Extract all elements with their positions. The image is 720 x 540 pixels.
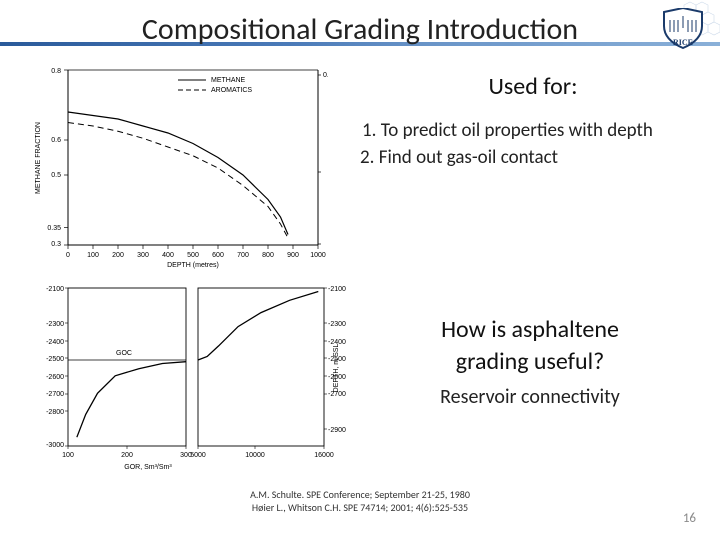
citation-1: A.M. Schulte. SPE Conference; September …	[0, 488, 720, 501]
svg-text:10000: 10000	[245, 452, 265, 459]
svg-text:0.01: 0.01	[323, 72, 328, 79]
asphaltene-body: Reservoir connectivity	[370, 385, 690, 409]
svg-text:0.35: 0.35	[47, 225, 61, 232]
svg-text:700: 700	[237, 252, 249, 259]
svg-text:0.5: 0.5	[51, 172, 61, 179]
svg-text:-2700: -2700	[46, 391, 64, 398]
asphaltene-block: How is asphaltene grading useful? Reserv…	[370, 312, 690, 409]
svg-text:300: 300	[137, 252, 149, 259]
gor-depth-chart: -2100 -2300 -2400 -2500 -2600 -2700 -280…	[28, 278, 354, 474]
svg-text:METHANE: METHANE	[211, 77, 246, 84]
svg-text:-2900: -2900	[328, 427, 346, 434]
content: 0 100 200 300 400 500 600 700 800 900 1000 DEPT…	[0, 60, 720, 480]
svg-text:5000: 5000	[190, 452, 206, 459]
svg-text:1000: 1000	[310, 252, 326, 259]
used-for-block: Used for: 1. To predict oil properties w…	[360, 72, 706, 171]
svg-text:-2400: -2400	[46, 339, 64, 346]
svg-text:-2100: -2100	[46, 286, 64, 293]
svg-text:-2500: -2500	[46, 356, 64, 363]
svg-text:0.3: 0.3	[51, 241, 61, 248]
svg-text:-2100: -2100	[328, 286, 346, 293]
svg-text:600: 600	[212, 252, 224, 259]
svg-text:-2300: -2300	[46, 321, 64, 328]
svg-text:500: 500	[187, 252, 199, 259]
logo-text: RICE	[673, 38, 693, 47]
svg-text:DEPTH (metres): DEPTH (metres)	[167, 262, 219, 269]
citations: A.M. Schulte. SPE Conference; September …	[0, 488, 720, 514]
page-number: 16	[683, 511, 696, 526]
svg-text:800: 800	[262, 252, 274, 259]
svg-text:16000: 16000	[314, 452, 334, 459]
asphaltene-heading-l2: grading useful?	[370, 348, 690, 376]
svg-text:0: 0	[66, 252, 70, 259]
used-for-heading: Used for:	[360, 72, 706, 101]
used-for-item1: 1. To predict oil properties with depth	[360, 119, 706, 143]
svg-text:-3000: -3000	[46, 442, 64, 449]
svg-text:200: 200	[121, 452, 133, 459]
rice-logo: RICE	[660, 8, 706, 50]
svg-text:-2300: -2300	[328, 321, 346, 328]
svg-text:100: 100	[62, 452, 74, 459]
svg-text:0.8: 0.8	[51, 68, 61, 75]
svg-text:200: 200	[112, 252, 124, 259]
used-for-item2: 2. Find out gas-oil contact	[360, 146, 706, 170]
svg-text:METHANE FRACTION: METHANE FRACTION	[35, 122, 42, 194]
svg-text:-2600: -2600	[46, 374, 64, 381]
svg-text:-2800: -2800	[46, 409, 64, 416]
svg-text:GOR, Sm³/Sm³: GOR, Sm³/Sm³	[124, 464, 172, 471]
header: Compositional Grading Introduction RICE	[0, 0, 720, 58]
methane-aromatics-chart: 0 100 200 300 400 500 600 700 800 900 1000 DEPT…	[28, 60, 328, 270]
citation-2: Høier L., Whitson C.H. SPE 74714; 2001; …	[0, 501, 720, 514]
svg-text:100: 100	[87, 252, 99, 259]
svg-text:900: 900	[287, 252, 299, 259]
svg-text:400: 400	[162, 252, 174, 259]
svg-text:DEPTH, m SSL: DEPTH, m SSL	[333, 344, 340, 393]
page-title: Compositional Grading Introduction	[142, 11, 578, 48]
svg-text:AROMATICS: AROMATICS	[211, 87, 252, 94]
svg-text:GOC: GOC	[116, 350, 132, 357]
asphaltene-heading-l1: How is asphaltene	[370, 316, 690, 344]
svg-text:0.6: 0.6	[51, 137, 61, 144]
